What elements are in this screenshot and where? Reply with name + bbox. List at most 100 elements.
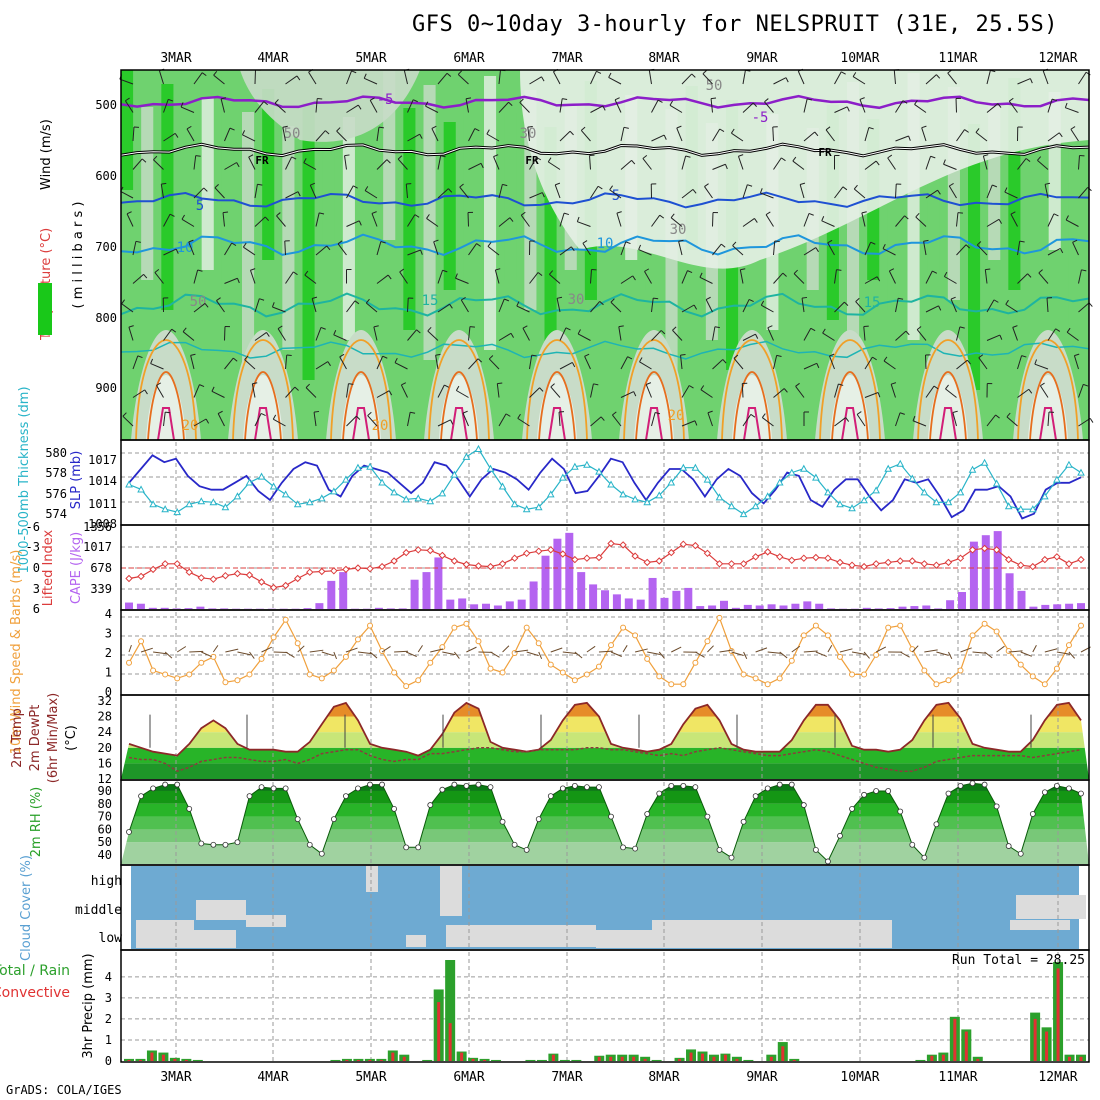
wind-barb (925, 156, 932, 170)
wind-barb-flag (985, 268, 991, 271)
wind-barb (304, 274, 317, 284)
precip-panel: 0 1 2 3 4 Run Total = 28.25 Total / Rain Convec… (0, 949, 1090, 1068)
wind-barb-flag (211, 386, 215, 392)
rh-patch (201, 98, 214, 270)
cape-bar (529, 581, 538, 609)
cape-li-panel: -6 -3 0 3 6 339 678 1017 1356 Lifted Index CAPE (J… (26, 520, 1090, 616)
wind-barb (670, 217, 683, 227)
li-point (739, 560, 748, 568)
wind-speed-point (836, 653, 843, 660)
wind-barb (188, 241, 195, 256)
day-label-bottom: 9MAR (746, 1070, 777, 1085)
wind-barb-flag (462, 410, 468, 414)
rh-point (138, 793, 144, 799)
wind-speed-point (897, 622, 904, 629)
wind-barb-flag (201, 72, 207, 77)
thickness-point (281, 490, 290, 498)
li-point (1077, 555, 1085, 564)
rh-band (121, 842, 1089, 864)
isotherm-5 (120, 191, 1090, 209)
surface-wind-barb (767, 651, 782, 654)
thickness-point (522, 505, 531, 513)
cape-tick-label: 678 (90, 561, 112, 575)
wind-barb-flag (263, 101, 269, 106)
wind-barb-flag (599, 301, 604, 306)
wind-barb (468, 162, 482, 170)
thickness-point (1053, 475, 1061, 483)
wind-barb (737, 156, 744, 170)
wind-barb (216, 300, 225, 313)
wind-barb-flag (232, 357, 238, 362)
surface-wind-barb (164, 651, 173, 659)
rh-point (909, 841, 916, 848)
wind-barb-flag (1044, 182, 1051, 185)
wind-barb-flag (565, 327, 571, 331)
wind-barb (285, 156, 293, 170)
cape-bar (470, 604, 479, 609)
wind-barb (773, 157, 782, 170)
wind-barb (160, 184, 164, 199)
isotherm-15 (120, 292, 1090, 318)
wind-speed-point (1078, 622, 1084, 629)
wind-barb (976, 244, 988, 256)
wind-barb (914, 104, 927, 113)
wind-barb-flag (1081, 269, 1087, 272)
wind-barb-flag (707, 410, 713, 414)
wind-barb-flag (600, 416, 605, 421)
cape-bar (315, 603, 324, 609)
li-point (571, 555, 579, 564)
wind-barb (620, 127, 625, 142)
wind-barb (620, 275, 634, 284)
wind-barb-flag (188, 239, 194, 243)
thickness-point (896, 459, 905, 467)
cape-bar (136, 603, 145, 609)
wind-tick-label: 0 (105, 685, 112, 699)
wind-barb-flag (520, 211, 526, 216)
wind-barb (336, 130, 347, 142)
wind-barb (465, 98, 469, 113)
wind-barb (435, 355, 439, 370)
wind-barb-flag (310, 182, 316, 186)
wind-barb-flag (121, 299, 126, 305)
wind-barb-flag (516, 301, 520, 307)
thickness-point (161, 505, 169, 513)
wind-barb (1047, 411, 1050, 427)
wind-barb (193, 302, 206, 313)
wind-barb-flag (714, 326, 720, 329)
isotherm-label: FR (525, 154, 539, 167)
wind-barb-flag (488, 355, 494, 360)
wind-barb (190, 355, 195, 370)
rh-patch (484, 76, 497, 350)
rh-point (800, 802, 807, 808)
wind-barb-flag (998, 219, 1003, 224)
wind-speed-point (318, 675, 325, 682)
rh-tick-label: 80 (98, 797, 112, 811)
wind-barb-flag (1055, 328, 1061, 332)
surface-wind-barb (960, 647, 972, 653)
wind-barb (529, 355, 533, 370)
surface-wind-barb (562, 651, 577, 654)
temp-band (121, 732, 1089, 748)
wind-barb-flag (688, 385, 694, 389)
wind-barb-flag (325, 130, 330, 135)
wind-barb-flag (653, 297, 659, 300)
wind-barb-flag (964, 129, 969, 133)
surface-wind-barb (176, 646, 187, 653)
cape-bar (720, 600, 728, 609)
rh-tick-label: 60 (98, 822, 112, 836)
wind-barb-flag (822, 328, 826, 334)
rh-tick-label: 90 (98, 784, 112, 798)
wind-barb-flag (808, 212, 814, 216)
wind-barb (825, 129, 835, 142)
thickness-point (257, 472, 266, 480)
wind-speed-point (969, 632, 976, 639)
wind-barb (1017, 388, 1030, 398)
wind-barb (433, 241, 439, 256)
wind-barb-flag (859, 97, 865, 100)
isotherm-25 (1029, 371, 1067, 441)
precip-convective-bar (643, 1058, 647, 1061)
cape-bar (125, 602, 133, 609)
day-label-top: 4MAR (257, 51, 288, 66)
wind-barb (554, 184, 561, 199)
